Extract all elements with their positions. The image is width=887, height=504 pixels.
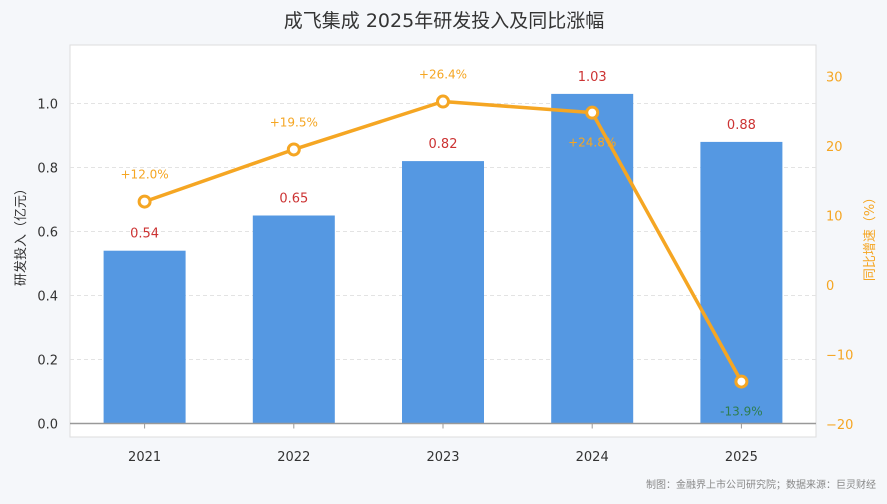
bar-value-label: 0.88: [727, 118, 756, 133]
growth-point: [137, 194, 152, 209]
y-tick-label: 0.2: [37, 354, 58, 369]
growth-value-label: +19.5%: [270, 115, 318, 129]
y2-tick-label: −10: [826, 349, 853, 364]
growth-value-label: +12.0%: [121, 168, 169, 182]
y-tick-label: 0.8: [37, 162, 58, 177]
x-tick-label: 2025: [725, 450, 758, 465]
left-axis-ticks: 0.0 0.2 0.4 0.6 0.8 1.0: [37, 98, 58, 433]
y2-tick-label: 0: [826, 279, 834, 294]
growth-value-label: +24.8%: [568, 136, 616, 150]
right-axis-ticks: −20 −10 0 10 20 30: [826, 71, 853, 434]
y-tick-label: 0.6: [37, 226, 58, 241]
bar: [551, 93, 634, 424]
y-axis-title: 研发投入（亿元）: [13, 182, 29, 286]
bar-value-label: 0.54: [130, 227, 159, 242]
y2-tick-label: 20: [826, 140, 843, 155]
source-credit: 制图：金融界上市公司研究院；数据来源：巨灵财经: [646, 478, 876, 491]
x-tick-label: 2023: [426, 450, 459, 465]
x-tick-label: 2022: [277, 450, 310, 465]
bar: [402, 161, 484, 424]
growth-point: [436, 94, 450, 109]
growth-line-series: [137, 94, 749, 389]
y-tick-label: 1.0: [37, 98, 58, 113]
growth-point: [585, 105, 600, 120]
data-labels: 0.54 0.65 0.82 1.03 0.88 +12.0% +19.5% +26.4% +2…: [121, 68, 763, 419]
x-tick-label: 2024: [576, 450, 609, 465]
x-tick-label: 2021: [128, 450, 161, 465]
growth-point: [734, 374, 749, 389]
x-axis-ticks: 2021 2022 2023 2024 2025: [128, 423, 758, 465]
bar-value-label: 0.82: [429, 137, 458, 152]
growth-value-label: -13.9%: [720, 405, 762, 419]
bar: [252, 215, 335, 424]
bar-value-label: 0.65: [279, 192, 308, 207]
y2-tick-label: 10: [826, 210, 843, 225]
growth-point: [286, 142, 301, 157]
y2-tick-label: 30: [826, 71, 843, 86]
y-tick-label: 0.0: [37, 418, 58, 433]
chart-title: 成飞集成 2025年研发投入及同比涨幅: [284, 10, 604, 32]
growth-value-label: +26.4%: [419, 68, 467, 82]
bar: [103, 250, 186, 424]
y-tick-label: 0.4: [37, 290, 58, 305]
y2-tick-label: −20: [826, 418, 853, 433]
y2-axis-title: 同比增速（%）: [863, 191, 878, 281]
bar-value-label: 1.03: [578, 70, 607, 85]
